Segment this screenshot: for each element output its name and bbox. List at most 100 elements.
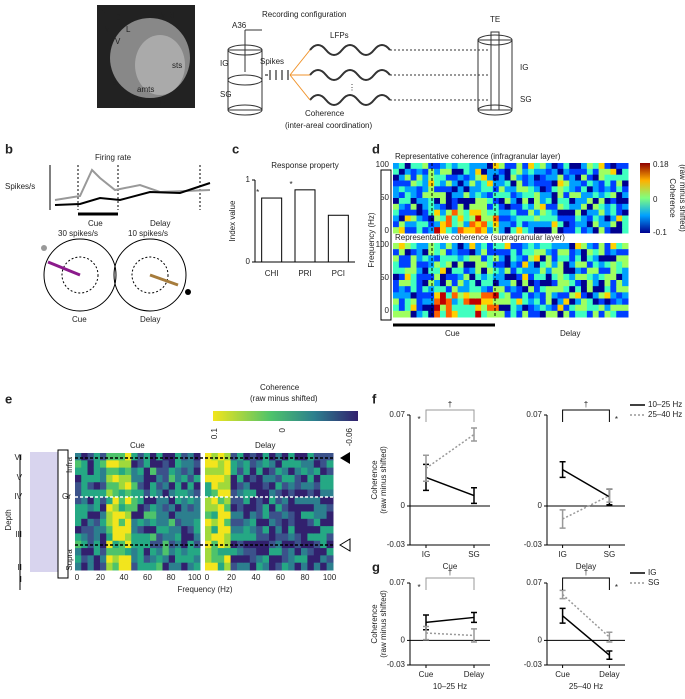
heat-cell (398, 280, 406, 287)
heat-cell (269, 453, 276, 461)
heat-cell (404, 304, 412, 312)
heat-cell (230, 482, 238, 491)
heat-cell (434, 249, 441, 256)
heat-cell (539, 255, 547, 262)
heat-cell (422, 221, 429, 228)
label: 0.1 (210, 427, 219, 439)
heat-cell (156, 474, 163, 483)
heat-cell (604, 215, 611, 222)
label: V (115, 37, 121, 46)
heat-cell (168, 489, 176, 498)
heat-cell (398, 209, 406, 216)
heat-cell (563, 163, 570, 170)
heat-cell (100, 504, 107, 512)
heat-cell (539, 292, 547, 299)
error-bar (559, 589, 566, 600)
heat-cell (175, 460, 182, 469)
heat-cell (504, 174, 511, 181)
heat-cell (469, 280, 476, 287)
heat-cell (393, 186, 400, 193)
heat-cell (487, 304, 494, 312)
heat-cell (487, 198, 494, 205)
heat-cell (487, 186, 494, 193)
heat-cell (563, 280, 570, 287)
heat-cell (281, 511, 289, 520)
heat-cell (481, 310, 488, 318)
heat-cell (492, 215, 500, 222)
heat-cell (168, 548, 176, 556)
heat-cell (586, 215, 594, 222)
heat-cell (288, 460, 296, 469)
heat-cell (143, 460, 151, 469)
heat-cell (557, 243, 564, 250)
heat-cell (604, 310, 611, 318)
heat-cell (237, 526, 244, 534)
heat-cell (622, 286, 629, 293)
heat-cell (434, 192, 441, 199)
heat-cell (243, 511, 251, 520)
heat-cell (487, 192, 494, 199)
heat-cell (469, 255, 476, 262)
heat-cell (463, 249, 470, 256)
heat-cell (451, 221, 459, 228)
heat-cell (569, 255, 576, 262)
bracket (425, 409, 475, 422)
heat-cell (569, 261, 576, 269)
heat-cell (275, 562, 283, 571)
heat-cell (575, 215, 582, 222)
heat-cell (118, 555, 126, 564)
heat-cell (434, 298, 441, 306)
heat-cell (457, 273, 464, 281)
heat-cell (100, 555, 107, 564)
heat-cell (269, 526, 276, 534)
heat-cell (498, 227, 506, 234)
heat-cell (187, 518, 195, 527)
heat-cell (516, 249, 523, 256)
heat-cell (516, 163, 523, 170)
colorbar (640, 163, 650, 233)
heat-cell (100, 496, 107, 505)
heat-cell (475, 209, 482, 216)
x-tick-label: PCI (332, 269, 345, 278)
heat-cell (211, 474, 219, 483)
heat-cell (393, 298, 400, 306)
y-tick-label: -0.03 (524, 660, 543, 669)
heat-cell (445, 273, 453, 281)
heat-cell (528, 310, 535, 318)
heat-cell (445, 180, 453, 187)
heat-cell (205, 548, 212, 556)
heat-cell (457, 298, 464, 306)
heat-cell (563, 255, 570, 262)
heat-cell (440, 203, 447, 211)
heat-cell (393, 243, 400, 250)
heat-cell (510, 186, 517, 193)
heat-cell (457, 186, 464, 193)
heat-cell (504, 221, 511, 228)
heat-cell (516, 280, 523, 287)
heat-cell (445, 292, 453, 299)
heat-cell (563, 198, 570, 205)
heat-cell (451, 273, 459, 281)
heat-cell (410, 292, 417, 299)
heat-cell (217, 548, 225, 556)
heat-cell (162, 511, 170, 520)
heat-cell (457, 304, 464, 312)
heat-cell (581, 186, 588, 193)
heat-cell (181, 504, 188, 512)
heat-cell (516, 174, 523, 181)
heat-cell (106, 511, 113, 520)
heat-cell (168, 555, 176, 564)
heat-cell (93, 460, 101, 469)
heat-cell (75, 526, 82, 534)
heat-cell (301, 540, 308, 549)
heat-cell (492, 304, 500, 312)
heat-cell (445, 221, 453, 228)
heat-cell (125, 482, 132, 491)
heat-cell (451, 186, 459, 193)
heat-cell (275, 548, 283, 556)
heat-cell (551, 180, 558, 187)
heat-cell (581, 310, 588, 318)
label: 80 (167, 573, 176, 582)
label: MRI (160, 11, 175, 20)
heat-cell (137, 489, 145, 498)
